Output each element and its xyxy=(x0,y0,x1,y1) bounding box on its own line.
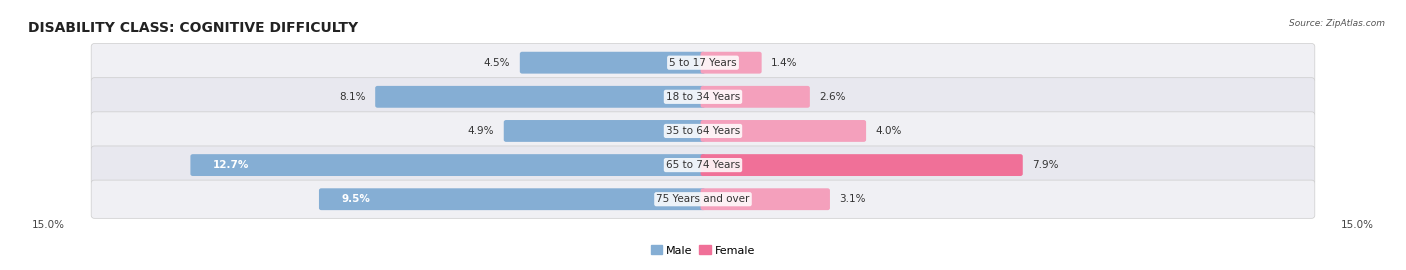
Text: 12.7%: 12.7% xyxy=(212,160,249,170)
FancyBboxPatch shape xyxy=(91,146,1315,184)
FancyBboxPatch shape xyxy=(503,120,706,142)
FancyBboxPatch shape xyxy=(319,188,706,210)
Text: 4.0%: 4.0% xyxy=(876,126,903,136)
Text: 75 Years and over: 75 Years and over xyxy=(657,194,749,204)
FancyBboxPatch shape xyxy=(700,188,830,210)
FancyBboxPatch shape xyxy=(375,86,706,108)
Text: 1.4%: 1.4% xyxy=(772,58,797,68)
FancyBboxPatch shape xyxy=(91,78,1315,116)
Text: 5 to 17 Years: 5 to 17 Years xyxy=(669,58,737,68)
Text: 2.6%: 2.6% xyxy=(820,92,846,102)
FancyBboxPatch shape xyxy=(190,154,706,176)
Text: 7.9%: 7.9% xyxy=(1032,160,1059,170)
FancyBboxPatch shape xyxy=(700,52,762,74)
FancyBboxPatch shape xyxy=(700,154,1022,176)
Text: 18 to 34 Years: 18 to 34 Years xyxy=(666,92,740,102)
Text: DISABILITY CLASS: COGNITIVE DIFFICULTY: DISABILITY CLASS: COGNITIVE DIFFICULTY xyxy=(28,21,359,35)
Text: Source: ZipAtlas.com: Source: ZipAtlas.com xyxy=(1289,19,1385,28)
Text: 35 to 64 Years: 35 to 64 Years xyxy=(666,126,740,136)
FancyBboxPatch shape xyxy=(520,52,706,74)
Text: 8.1%: 8.1% xyxy=(339,92,366,102)
FancyBboxPatch shape xyxy=(91,43,1315,82)
Text: 4.5%: 4.5% xyxy=(484,58,510,68)
FancyBboxPatch shape xyxy=(700,120,866,142)
FancyBboxPatch shape xyxy=(700,86,810,108)
Text: 4.9%: 4.9% xyxy=(468,126,494,136)
Text: 9.5%: 9.5% xyxy=(342,194,370,204)
Text: 15.0%: 15.0% xyxy=(1341,220,1374,230)
Text: 3.1%: 3.1% xyxy=(839,194,866,204)
Text: 15.0%: 15.0% xyxy=(32,220,65,230)
Legend: Male, Female: Male, Female xyxy=(651,245,755,256)
FancyBboxPatch shape xyxy=(91,180,1315,218)
FancyBboxPatch shape xyxy=(91,112,1315,150)
Text: 65 to 74 Years: 65 to 74 Years xyxy=(666,160,740,170)
